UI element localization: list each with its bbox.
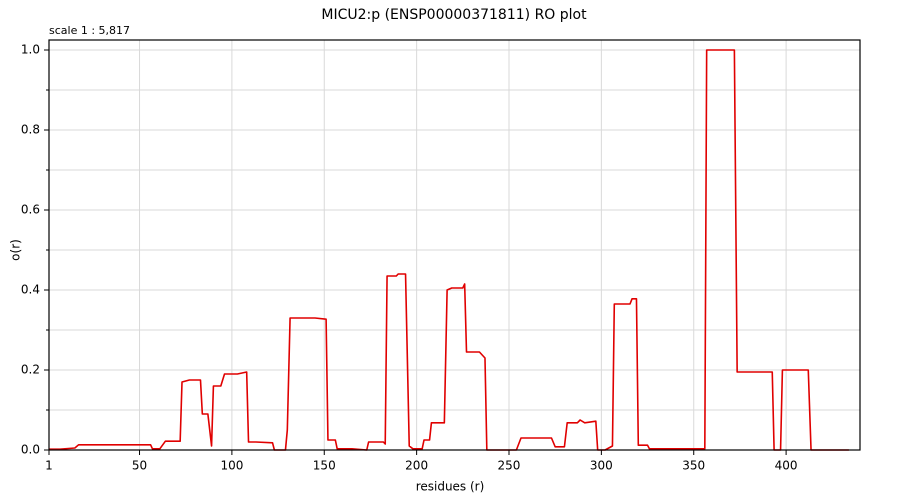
grid-layer xyxy=(48,40,860,451)
y-tick-label: 0.4 xyxy=(21,283,40,297)
x-tick-label: 100 xyxy=(220,459,243,473)
x-axis-label: residues (r) xyxy=(416,480,485,494)
x-tick-label: 200 xyxy=(405,459,428,473)
x-tick-label: 150 xyxy=(313,459,336,473)
scale-annotation: scale 1 : 5,817 xyxy=(49,24,130,37)
chart-title: MICU2:p (ENSP00000371811) RO plot xyxy=(321,7,587,23)
y-tick-label: 0.8 xyxy=(21,123,40,137)
y-axis-label: o(r) xyxy=(9,239,23,261)
plot-frame xyxy=(48,39,861,451)
y-tick-label: 1.0 xyxy=(21,43,40,57)
x-tick-label: 400 xyxy=(775,459,798,473)
mark-layer xyxy=(49,49,849,451)
x-tick-label: 1 xyxy=(45,459,53,473)
y-tick-label: 0.2 xyxy=(21,363,40,377)
data-line xyxy=(49,49,849,451)
y-tick-label: 0.0 xyxy=(21,443,40,457)
x-tick-label: 250 xyxy=(498,459,521,473)
y-tick-label: 0.6 xyxy=(21,203,40,217)
x-tick-label: 350 xyxy=(682,459,705,473)
x-tick-label: 300 xyxy=(590,459,613,473)
x-tick-label: 50 xyxy=(132,459,147,473)
